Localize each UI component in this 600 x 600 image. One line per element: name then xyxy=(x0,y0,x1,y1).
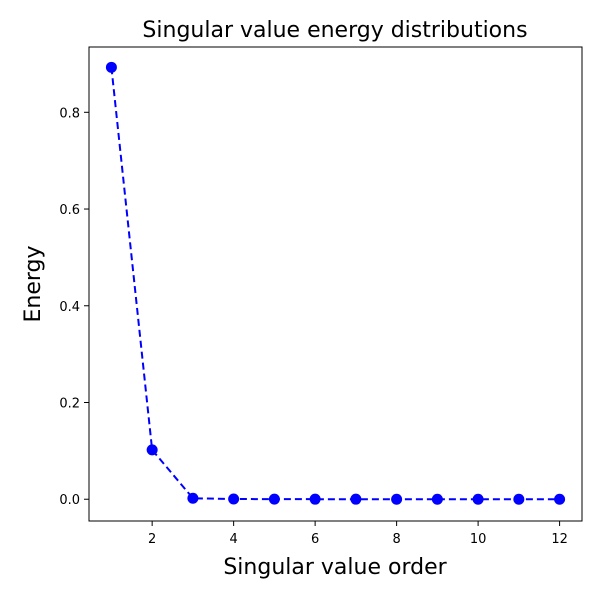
data-point xyxy=(554,493,566,505)
data-points xyxy=(105,61,566,505)
plot-area xyxy=(88,46,583,522)
x-tick-label: 10 xyxy=(470,532,487,547)
x-tick-label: 12 xyxy=(551,532,568,547)
data-point xyxy=(187,492,199,504)
y-axis: 0.0 0.2 0.4 0.6 0.8 xyxy=(59,106,89,508)
data-point xyxy=(391,493,403,505)
x-tick-label: 8 xyxy=(392,532,400,547)
data-point xyxy=(146,444,158,456)
y-tick-label: 0.4 xyxy=(59,300,80,315)
data-point xyxy=(350,493,362,505)
y-tick-label: 0.8 xyxy=(59,106,80,121)
x-tick-label: 4 xyxy=(229,532,237,547)
y-tick-label: 0.6 xyxy=(59,203,80,218)
x-axis-label: Singular value order xyxy=(223,555,447,580)
x-tick-label: 2 xyxy=(148,532,156,547)
x-axis: 2 4 6 8 10 12 xyxy=(148,521,568,547)
x-tick-label: 6 xyxy=(311,532,319,547)
data-point xyxy=(472,493,484,505)
data-point xyxy=(105,61,117,73)
y-tick-label: 0.0 xyxy=(59,493,80,508)
y-tick-label: 0.2 xyxy=(59,397,80,412)
series-line xyxy=(110,67,560,501)
data-point xyxy=(309,493,321,505)
y-axis-label: Energy xyxy=(21,245,46,322)
data-point xyxy=(268,493,280,505)
chart-title: Singular value energy distributions xyxy=(142,18,527,43)
data-point xyxy=(228,493,240,505)
data-point xyxy=(513,493,525,505)
data-point xyxy=(431,493,443,505)
